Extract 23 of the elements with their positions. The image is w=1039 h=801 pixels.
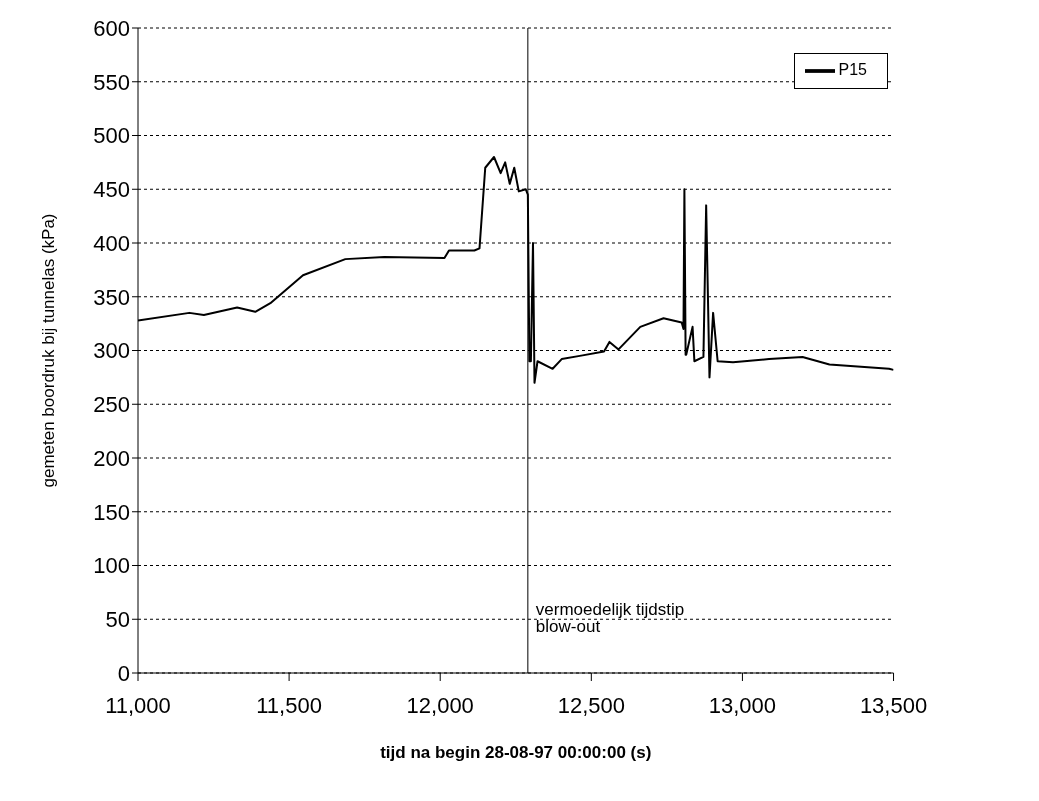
x-tick-label: 11,500 (256, 692, 322, 718)
y-tick-label: 0 (117, 660, 130, 686)
legend-label: P15 (838, 61, 867, 79)
ref-line-label: vermoedelijk tijdstip blow-out (535, 600, 685, 637)
y-tick-label: 300 (93, 338, 130, 364)
y-tick-label: 350 (93, 284, 130, 310)
y-tick-label: 600 (93, 15, 130, 41)
y-tick-label: 450 (93, 177, 130, 203)
y-tick-label: 550 (93, 69, 130, 95)
x-tick-label: 12,000 (406, 692, 474, 718)
y-tick-label: 400 (93, 230, 130, 256)
y-tick-label: 500 (93, 123, 130, 149)
x-tick-label: 11,000 (105, 692, 171, 718)
x-axis-title: tijd na begin 28-08-97 00:00:00 (s) (380, 743, 652, 762)
x-tick-label: 13,500 (859, 692, 928, 718)
x-tick-label: 12,500 (557, 692, 625, 718)
y-tick-label: 200 (93, 445, 130, 471)
y-tick-label: 100 (93, 553, 130, 579)
y-tick-label: 50 (105, 607, 130, 633)
y-tick-label: 150 (93, 499, 130, 525)
y-axis-title: gemeten boordruk bij tunnelas (kPa) (39, 213, 59, 488)
x-tick-label: 13,000 (708, 692, 777, 718)
y-tick-label: 250 (93, 392, 130, 418)
